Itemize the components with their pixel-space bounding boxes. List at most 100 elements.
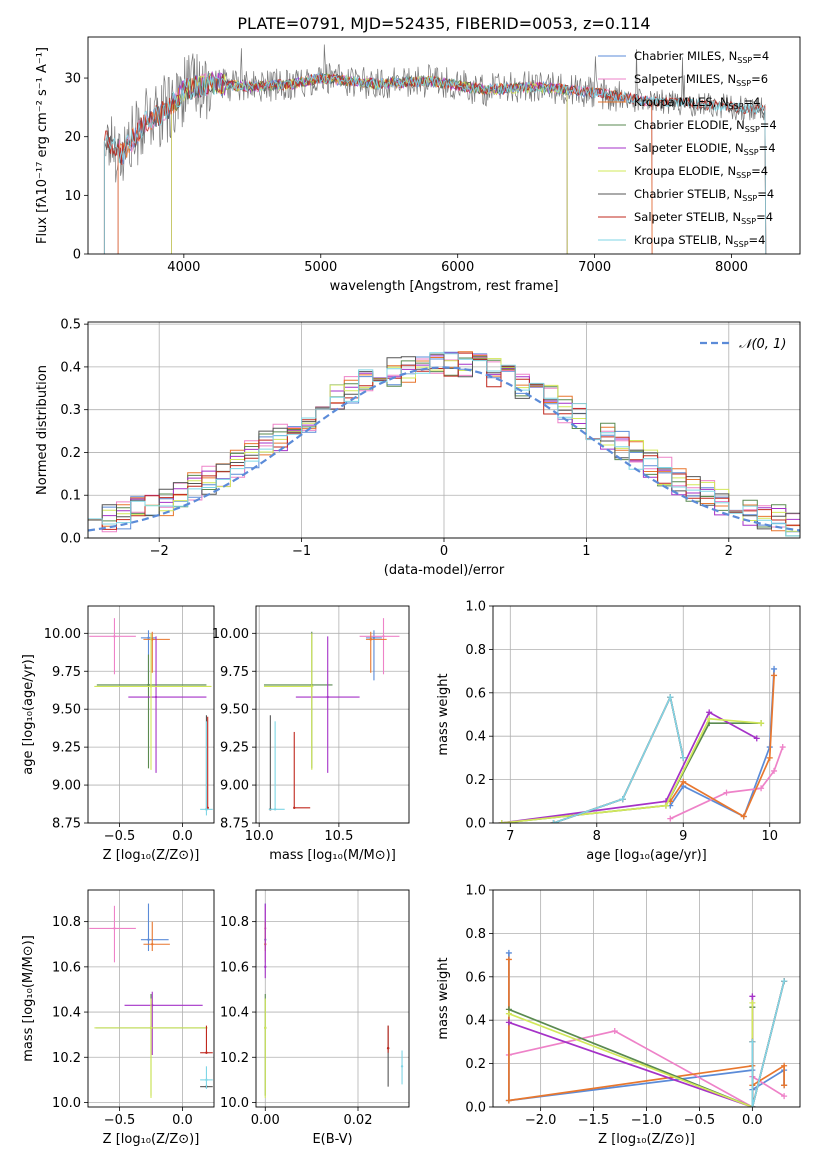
mass-weight-marker [740, 813, 747, 820]
mass-weight-marker [505, 949, 512, 956]
x-axis-label: (data-model)/error [384, 563, 505, 578]
x-tick-label: 8000 [715, 260, 748, 275]
mass-weight-series-chabrier-elodie [501, 722, 762, 823]
data-point [147, 636, 150, 640]
y-tick-label: 0.4 [465, 730, 486, 745]
y-tick-label: 0.8 [465, 927, 486, 942]
y-tick-label: 10.8 [220, 915, 249, 930]
y-tick-label: 0.6 [465, 970, 486, 985]
mass-weight-marker [749, 1104, 756, 1107]
legend-label-text: Salpeter STELIB, N [634, 210, 741, 224]
plot-area [264, 903, 404, 1098]
plot-area [89, 903, 213, 1098]
x-tick-label: −2.0 [525, 1113, 557, 1128]
x-tick-label: 9 [679, 829, 687, 844]
plot-area [505, 949, 788, 1107]
mass-weight-marker [753, 735, 760, 742]
spectrum-legend: Chabrier MILES, NSSP=4 Salpeter MILES, N S… [598, 49, 777, 249]
mass-weight-marker [771, 665, 778, 672]
mass-weight-series-salpeter-elodie [501, 711, 758, 823]
legend-label-subscript: SSP [745, 125, 760, 134]
data-point [310, 685, 313, 688]
x-tick-label: −0.5 [104, 1113, 136, 1128]
data-point [149, 685, 153, 688]
y-tick-label: 10.4 [220, 1006, 249, 1021]
mass-weight-marker [723, 789, 730, 796]
mass-weight-series-salpeter-stelib [553, 694, 685, 823]
x-axis-label: Z [log₁₀(Z/Z⊙)] [103, 1132, 200, 1147]
legend-normal-label: 𝒩(0, 1) [739, 337, 786, 352]
mass-weight-marker [706, 709, 713, 716]
mass-weight-marker [766, 754, 773, 761]
model-spectrum-kroupa-stelib [103, 72, 767, 254]
y-tick-label: 10.2 [220, 1051, 249, 1066]
x-tick-label: 0.02 [344, 1113, 373, 1128]
data-point [147, 683, 150, 687]
mass-weight-vs-metallicity-panel: −2.0 −1.5 −1.0 −0.5 0.0 0.0 0.2 0.4 0.6 0.8 1.0 Z [… [436, 884, 801, 1147]
data-point [386, 1047, 390, 1050]
x-tick-label: −1.0 [631, 1113, 663, 1128]
x-tick-label: 6000 [441, 260, 474, 275]
data-point [149, 1026, 153, 1030]
legend-label-suffix: =4 [749, 233, 766, 247]
legend-entry-label: Chabrier STELIB, NSSP=4 [634, 187, 774, 203]
legend-entry-label: Chabrier MILES, NSSP=4 [634, 49, 769, 65]
y-tick-label: 9.25 [52, 741, 81, 756]
y-tick-label: 1.0 [465, 884, 486, 899]
mass-weight-series-salpeter-elodie [508, 996, 754, 1107]
y-axis-label: mass [log₁₀(M/M⊙)] [21, 935, 36, 1062]
legend-label-suffix: =4 [751, 164, 768, 178]
x-tick-label: 7000 [578, 260, 611, 275]
legend-label-text: Salpeter MILES, N [634, 72, 736, 86]
mass-weight-marker [505, 1097, 512, 1104]
residuals-panel: −2 −1 0 1 2 0.0 0.1 0.2 0.3 0.4 0.5 (data-model)/er… [35, 318, 801, 578]
y-tick-label: 10.4 [52, 1006, 81, 1021]
x-tick-label: −1.5 [578, 1113, 610, 1128]
y-tick-label: 9.75 [220, 665, 249, 680]
y-tick-label: 0.0 [465, 817, 486, 832]
plot-area [88, 351, 800, 537]
axes-frame [492, 889, 801, 1108]
legend-label-suffix: =4 [759, 141, 776, 155]
legend-label-text: Chabrier STELIB, N [634, 187, 742, 201]
residual-histogram-salpeter-stelib [88, 352, 800, 530]
x-tick-label: 0.0 [172, 1113, 193, 1128]
data-point [151, 1004, 154, 1007]
y-tick-label: 0.8 [465, 643, 486, 658]
y-tick-label: 10.8 [52, 915, 81, 930]
plot-area [103, 44, 767, 254]
mass-weight-marker [781, 978, 788, 985]
data-point [154, 695, 158, 699]
y-tick-label: 20 [64, 130, 81, 145]
legend-label-text: Chabrier ELODIE, N [634, 118, 745, 132]
mass-weight-marker [781, 1062, 788, 1069]
y-axis-label: mass weight [436, 957, 451, 1039]
plot-area [263, 618, 400, 811]
mass-weight-marker [749, 993, 756, 1000]
x-tick-label: 5000 [304, 260, 337, 275]
axes-frame [87, 889, 215, 1108]
x-axis-label: wavelength [Angstrom, rest frame] [330, 279, 559, 294]
axes-frame [87, 605, 215, 824]
legend-label-suffix: =4 [756, 210, 773, 224]
legend-entry-label: Salpeter STELIB, NSSP=4 [634, 210, 773, 226]
x-axis-label: Z [log₁₀(Z/Z⊙)] [103, 848, 200, 863]
y-tick-label: 0.4 [60, 360, 81, 375]
mass-weight-marker [505, 956, 512, 963]
residual-histogram-kroupa-stelib [88, 352, 800, 537]
mass-weight-marker [505, 1019, 512, 1026]
y-axis-label: Flux [fλ10⁻¹⁷ erg cm⁻² s⁻¹ A⁻¹] [35, 47, 50, 244]
x-tick-label: 0.00 [251, 1113, 280, 1128]
y-tick-label: 9.25 [220, 741, 249, 756]
legend-entry-label: Salpeter ELODIE, NSSP=4 [634, 141, 776, 157]
x-tick-label: −0.5 [104, 829, 136, 844]
data-point [151, 943, 154, 946]
data-point [205, 1051, 208, 1054]
y-tick-label: 0.4 [465, 1014, 486, 1029]
y-tick-label: 9.50 [220, 703, 249, 718]
legend-label-subscript: SSP [741, 217, 756, 226]
y-axis-label: age [log₁₀(age/yr)] [21, 654, 36, 775]
y-tick-label: 9.00 [220, 779, 249, 794]
age-vs-mass-panel: 10.0 10.5 8.75 9.00 9.25 9.50 9.75 10.00 mass [l… [212, 605, 410, 863]
mass-weight-marker [505, 1010, 512, 1017]
